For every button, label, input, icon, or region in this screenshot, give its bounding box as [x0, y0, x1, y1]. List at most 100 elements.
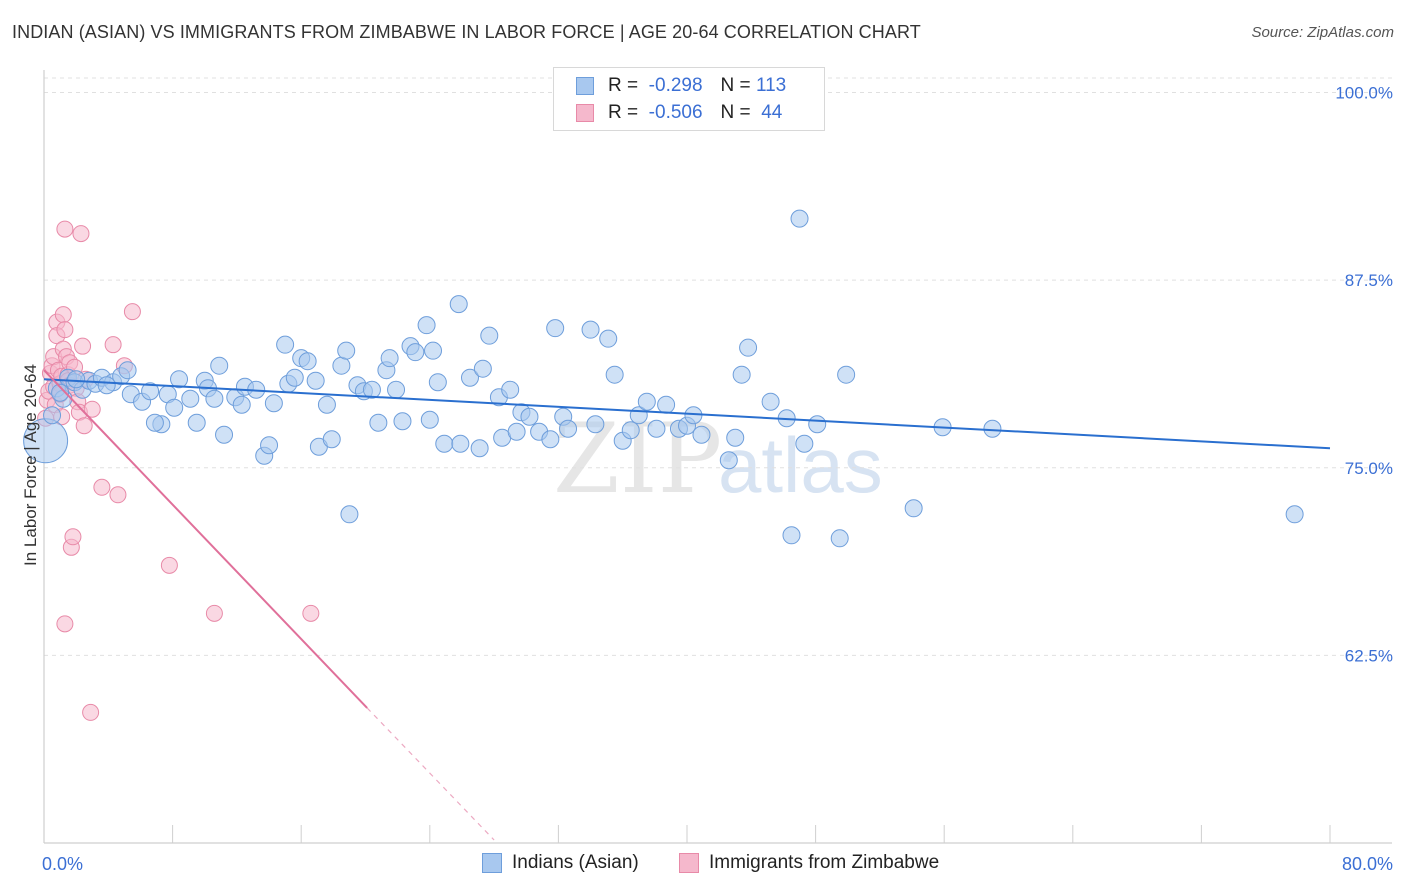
data-point-zimbabwe — [160, 556, 178, 574]
data-point-indians — [480, 326, 499, 345]
data-point-indians — [141, 382, 160, 401]
y-tick-label: 62.5% — [1345, 646, 1393, 665]
data-point-indians — [424, 341, 443, 360]
data-point-zimbabwe — [56, 321, 74, 339]
data-point-zimbabwe — [104, 336, 122, 354]
data-point-indians — [260, 436, 279, 455]
data-point-indians — [761, 392, 780, 411]
chart-title: INDIAN (ASIAN) VS IMMIGRANTS FROM ZIMBAB… — [12, 22, 921, 42]
data-point-indians — [322, 430, 341, 449]
trend-line-zimbabwe-extrapolated — [366, 707, 495, 841]
data-point-indians — [719, 451, 738, 470]
data-point-indians — [790, 209, 809, 228]
data-point-indians — [541, 430, 560, 449]
series-legend: Indians (Asian) Immigrants from Zimbabwe — [0, 852, 1406, 878]
data-point-indians — [264, 394, 283, 413]
data-point-indians — [428, 373, 447, 392]
data-point-zimbabwe — [64, 528, 82, 546]
trend-line-zimbabwe — [43, 369, 368, 709]
data-point-indians — [393, 412, 412, 431]
data-point-indians — [657, 395, 676, 414]
data-point-indians — [808, 415, 827, 434]
legend-n-value: 44 — [761, 102, 783, 123]
data-point-indians — [181, 389, 200, 408]
data-point-zimbabwe — [83, 400, 101, 418]
legend-r-label: R = — [608, 102, 639, 123]
legend-n-value: 113 — [755, 75, 787, 96]
trend-lines — [43, 369, 1331, 841]
series-legend-zimbabwe[interactable]: Immigrants from Zimbabwe — [679, 852, 939, 874]
data-point-indians — [317, 395, 336, 414]
data-point-indians — [118, 361, 137, 380]
data-point-indians — [470, 439, 489, 458]
legend-n-label: N = — [720, 75, 751, 96]
data-point-indians — [298, 352, 317, 371]
data-point-indians — [599, 329, 618, 348]
data-point-indians — [170, 370, 189, 389]
data-point-indians — [1285, 505, 1304, 524]
data-point-indians — [51, 383, 70, 402]
y-tick-label: 75.0% — [1345, 459, 1393, 478]
data-point-indians — [306, 371, 325, 390]
legend-r-label: R = — [608, 75, 639, 96]
data-point-indians — [837, 365, 856, 384]
trend-line-indians — [43, 378, 1331, 450]
data-point-indians — [559, 419, 578, 438]
data-point-indians — [362, 380, 381, 399]
legend-swatch-blue — [576, 77, 594, 95]
data-point-indians — [460, 368, 479, 387]
data-point-indians — [187, 413, 206, 432]
legend-swatch-pink — [679, 853, 699, 873]
data-point-indians — [285, 368, 304, 387]
x-tick-label: 80.0% — [1342, 854, 1393, 874]
data-point-indians — [904, 499, 923, 518]
data-point-indians — [420, 410, 439, 429]
data-point-zimbabwe — [82, 703, 100, 721]
data-point-zimbabwe — [302, 604, 320, 622]
data-point-indians — [205, 389, 224, 408]
data-point-zimbabwe — [93, 478, 111, 496]
data-point-indians — [165, 398, 184, 417]
data-point-indians — [387, 380, 406, 399]
data-point-indians — [215, 425, 234, 444]
legend-swatch-pink — [576, 104, 594, 122]
data-point-zimbabwe — [56, 220, 74, 238]
stats-legend-row-zimbabwe: R = -0.506 N = 44 — [576, 101, 782, 125]
data-point-indians — [647, 419, 666, 438]
grid — [44, 77, 1392, 656]
data-point-indians — [435, 434, 454, 453]
series-zimbabwe-points — [37, 220, 320, 721]
data-point-indians — [637, 392, 656, 411]
data-point-zimbabwe — [74, 337, 92, 355]
data-point-indians — [451, 434, 470, 453]
data-point-indians — [605, 365, 624, 384]
data-point-indians — [546, 319, 565, 338]
data-point-indians — [830, 529, 849, 548]
data-point-zimbabwe — [72, 225, 90, 243]
data-point-indians — [732, 365, 751, 384]
data-point-indians — [621, 421, 640, 440]
data-point-indians — [332, 356, 351, 375]
series-legend-indians[interactable]: Indians (Asian) — [482, 852, 639, 874]
data-point-indians — [739, 338, 758, 357]
data-point-indians — [380, 349, 399, 368]
data-point-indians — [692, 425, 711, 444]
data-point-indians — [406, 343, 425, 362]
series-legend-label: Immigrants from Zimbabwe — [709, 852, 940, 873]
legend-r-value: -0.298 — [648, 75, 703, 96]
data-point-indians — [520, 407, 539, 426]
tick-labels: 100.0% 87.5% 75.0% 62.5% 0.0% 80.0% — [42, 84, 1393, 874]
data-point-indians — [337, 341, 356, 360]
data-point-indians — [210, 356, 229, 375]
legend-r-value: -0.506 — [648, 102, 703, 123]
data-point-indians — [795, 434, 814, 453]
chart-source: Source: ZipAtlas.com — [1251, 24, 1394, 41]
data-point-indians — [232, 395, 251, 414]
data-point-indians — [97, 376, 116, 395]
data-point-indians — [501, 380, 520, 399]
data-point-zimbabwe — [56, 615, 74, 633]
data-point-zimbabwe — [205, 604, 223, 622]
data-point-indians — [782, 526, 801, 545]
data-point-zimbabwe — [123, 303, 141, 321]
